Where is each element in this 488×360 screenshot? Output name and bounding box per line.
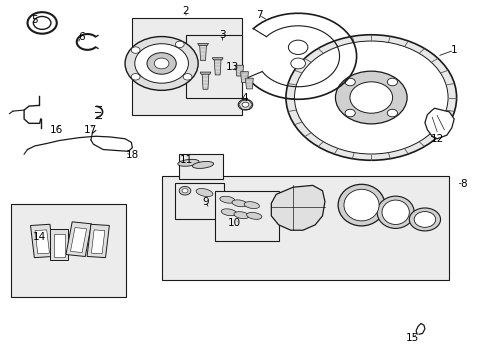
Polygon shape <box>91 230 104 254</box>
Ellipse shape <box>231 200 247 207</box>
Circle shape <box>182 189 187 193</box>
Ellipse shape <box>337 184 384 226</box>
Circle shape <box>386 109 397 117</box>
Ellipse shape <box>246 212 262 219</box>
Circle shape <box>179 186 190 195</box>
Circle shape <box>131 73 140 80</box>
Ellipse shape <box>381 200 408 225</box>
Polygon shape <box>271 185 325 230</box>
Polygon shape <box>199 45 206 60</box>
Circle shape <box>147 53 176 74</box>
Circle shape <box>408 208 440 231</box>
Text: 3: 3 <box>219 30 225 40</box>
Ellipse shape <box>192 162 213 168</box>
Ellipse shape <box>244 202 259 208</box>
FancyBboxPatch shape <box>132 18 242 115</box>
Ellipse shape <box>196 189 212 197</box>
Text: 17: 17 <box>84 125 97 135</box>
Circle shape <box>175 41 184 48</box>
Text: 10: 10 <box>228 218 241 228</box>
FancyBboxPatch shape <box>179 154 223 179</box>
FancyBboxPatch shape <box>215 191 278 241</box>
Text: 14: 14 <box>33 232 46 242</box>
FancyBboxPatch shape <box>175 183 224 219</box>
Text: 7: 7 <box>255 10 262 20</box>
FancyBboxPatch shape <box>11 204 126 297</box>
Text: 15: 15 <box>405 333 419 343</box>
Circle shape <box>154 58 168 69</box>
Polygon shape <box>70 228 86 253</box>
Circle shape <box>345 109 355 117</box>
Ellipse shape <box>220 196 235 203</box>
Text: 13: 13 <box>225 62 239 72</box>
Ellipse shape <box>376 196 413 228</box>
FancyBboxPatch shape <box>185 35 242 98</box>
Circle shape <box>290 58 305 69</box>
Polygon shape <box>200 72 210 74</box>
Ellipse shape <box>178 159 199 166</box>
Polygon shape <box>35 230 49 254</box>
Polygon shape <box>197 43 208 45</box>
Text: 9: 9 <box>202 197 208 207</box>
Circle shape <box>238 99 252 110</box>
Circle shape <box>288 40 307 54</box>
Circle shape <box>33 17 51 30</box>
Circle shape <box>294 41 447 154</box>
Ellipse shape <box>233 212 249 219</box>
Ellipse shape <box>343 189 378 221</box>
Text: 6: 6 <box>78 32 84 41</box>
Circle shape <box>386 78 397 86</box>
Text: 11: 11 <box>179 155 192 165</box>
Polygon shape <box>30 224 54 258</box>
Polygon shape <box>66 222 91 257</box>
Polygon shape <box>240 72 248 82</box>
Text: 8: 8 <box>460 179 466 189</box>
Circle shape <box>27 12 57 34</box>
Text: 18: 18 <box>125 150 139 160</box>
Circle shape <box>345 78 355 86</box>
Circle shape <box>349 82 392 113</box>
Circle shape <box>242 102 248 107</box>
Text: 1: 1 <box>450 45 457 55</box>
Circle shape <box>285 35 456 160</box>
Text: 16: 16 <box>50 125 63 135</box>
Polygon shape <box>50 229 68 260</box>
Polygon shape <box>202 73 208 89</box>
Polygon shape <box>235 65 243 76</box>
Polygon shape <box>54 234 64 257</box>
Circle shape <box>135 44 188 83</box>
Polygon shape <box>424 108 453 139</box>
Ellipse shape <box>221 209 236 216</box>
Circle shape <box>413 212 435 227</box>
Text: 5: 5 <box>31 15 38 26</box>
Polygon shape <box>87 224 109 258</box>
FancyBboxPatch shape <box>161 176 448 280</box>
Text: 2: 2 <box>183 6 189 17</box>
Circle shape <box>183 73 192 80</box>
Text: 4: 4 <box>241 93 247 103</box>
Circle shape <box>335 71 407 124</box>
Polygon shape <box>245 78 253 89</box>
Circle shape <box>125 37 198 90</box>
Circle shape <box>131 47 140 53</box>
Polygon shape <box>212 58 223 60</box>
Text: 12: 12 <box>429 134 443 144</box>
Polygon shape <box>214 59 221 75</box>
